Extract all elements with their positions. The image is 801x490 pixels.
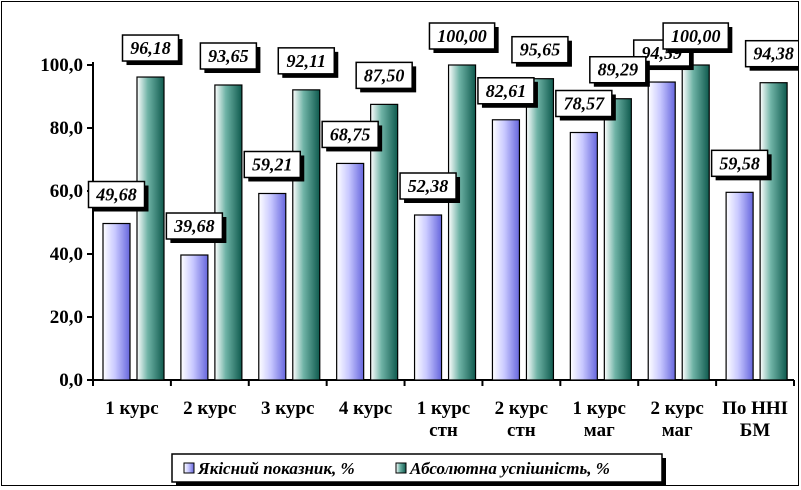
data-label: 100,00 [429,23,498,53]
data-label: 68,75 [322,121,382,151]
data-label-text: 93,65 [208,46,249,66]
data-label-text: 59,21 [252,154,293,174]
y-tick-label: 100,0 [40,55,83,76]
data-label: 82,61 [478,78,538,108]
x-category-label: 2 курс маг [650,398,703,441]
bar-quality [259,193,286,380]
data-label: 93,65 [200,43,260,73]
data-label-text: 92,11 [287,51,327,71]
bar-success [760,83,787,380]
data-label-text: 95,65 [520,40,561,60]
data-label-text: 100,00 [437,26,487,46]
x-category-label: 3 курс [261,398,314,419]
data-label-text: 39,68 [173,216,215,236]
data-label-text: 96,18 [130,38,171,58]
bar-success [449,65,476,380]
y-tick-label: 0,0 [59,370,83,391]
bar-quality [415,215,442,380]
data-label: 89,29 [590,57,650,87]
y-tick-label: 20,0 [50,307,83,328]
x-category-label: 1 курс маг [573,398,626,441]
bar-success [604,99,631,380]
y-tick-label: 40,0 [50,244,83,265]
x-category-label: 1 курс стн [417,398,470,441]
data-label: 96,18 [123,35,183,65]
legend-label-quality: Якісний показник, % [197,459,355,478]
data-label-text: 82,61 [486,81,527,101]
bar-quality [726,192,753,380]
x-category-label: По ННІ БМ [722,398,788,441]
data-label: 94,38 [746,41,798,71]
bar-success [526,79,553,380]
bar-success [137,77,164,380]
x-category-label: 1 курс [105,398,158,419]
bar-quality [648,82,675,380]
data-label: 100,00 [663,23,732,53]
bar-quality [492,120,519,380]
bar-success [682,65,709,380]
legend: Якісний показник, % Абсолютна успішність,… [172,454,666,485]
bar-success [293,90,320,380]
data-label-text: 49,68 [95,185,137,205]
bar-quality [103,224,130,380]
x-category-label: 2 курс стн [495,398,548,441]
x-category-label: 4 курс [339,398,392,419]
bar-quality [181,255,208,380]
data-label: 92,11 [278,48,338,78]
data-label: 52,38 [400,173,460,203]
data-label: 95,65 [512,37,572,67]
x-category-label: 2 курс [183,398,236,419]
data-label: 59,58 [712,150,772,180]
legend-label-success: Абсолютна успішність, % [409,459,610,478]
y-tick-label: 80,0 [50,118,83,139]
data-label: 87,50 [356,62,416,92]
data-label: 39,68 [166,213,226,243]
legend-swatch-success [396,463,406,473]
y-tick-label: 60,0 [50,181,83,202]
data-label-text: 59,58 [719,153,760,173]
bar-quality [337,163,364,380]
data-label-text: 94,38 [753,44,794,64]
legend-swatch-quality [184,463,194,473]
data-label-text: 52,38 [408,176,449,196]
data-label-text: 100,00 [671,26,721,46]
data-label-text: 78,57 [564,94,606,114]
bar-quality [570,133,597,380]
data-label-text: 89,29 [598,60,639,80]
bar-chart: 0,0 20,0 40,0 60,0 80,0 100,0 1 курс 2 курс 3 ку… [2,2,798,485]
data-label: 49,68 [89,182,149,212]
data-label: 59,21 [244,151,304,181]
data-label-text: 87,50 [364,65,405,85]
data-label-text: 68,75 [330,124,371,144]
data-label: 78,57 [556,91,616,121]
